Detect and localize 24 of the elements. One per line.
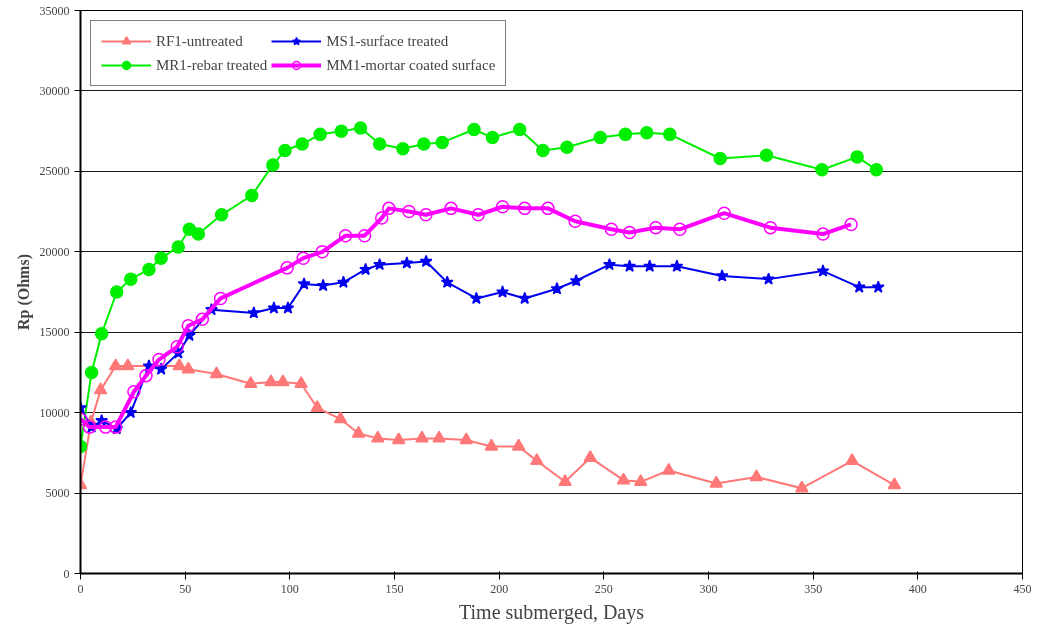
y-tick-label: 25000 [39, 164, 70, 179]
x-tick-label: 350 [804, 581, 823, 596]
legend-label: MR1-rebar treated [156, 56, 268, 74]
x-tick-label: 200 [490, 581, 509, 596]
y-tick-label: 5000 [45, 486, 70, 501]
x-axis-title: Time submerged, Days [459, 600, 645, 624]
x-tick-label: 450 [1013, 581, 1032, 596]
y-tick-label: 10000 [39, 405, 70, 420]
y-axis-title: Rp (Ohms) [14, 253, 33, 330]
x-tick-label: 150 [385, 581, 404, 596]
legend-label: MS1-surface treated [326, 32, 449, 50]
x-tick-label: 0 [77, 581, 84, 596]
y-tick-label: 35000 [39, 3, 70, 18]
x-tick-label: 50 [179, 581, 192, 596]
y-tick-label: 20000 [39, 244, 70, 259]
y-tick-label: 15000 [39, 325, 70, 340]
legend-label: RF1-untreated [156, 32, 243, 50]
x-tick-label: 100 [280, 581, 299, 596]
x-tick-label: 250 [594, 581, 613, 596]
legend-label: MM1-mortar coated surface [326, 56, 496, 74]
x-tick-label: 400 [908, 581, 927, 596]
y-tick-label: 0 [63, 566, 70, 581]
x-tick-label: 300 [699, 581, 718, 596]
y-tick-label: 30000 [39, 83, 70, 98]
